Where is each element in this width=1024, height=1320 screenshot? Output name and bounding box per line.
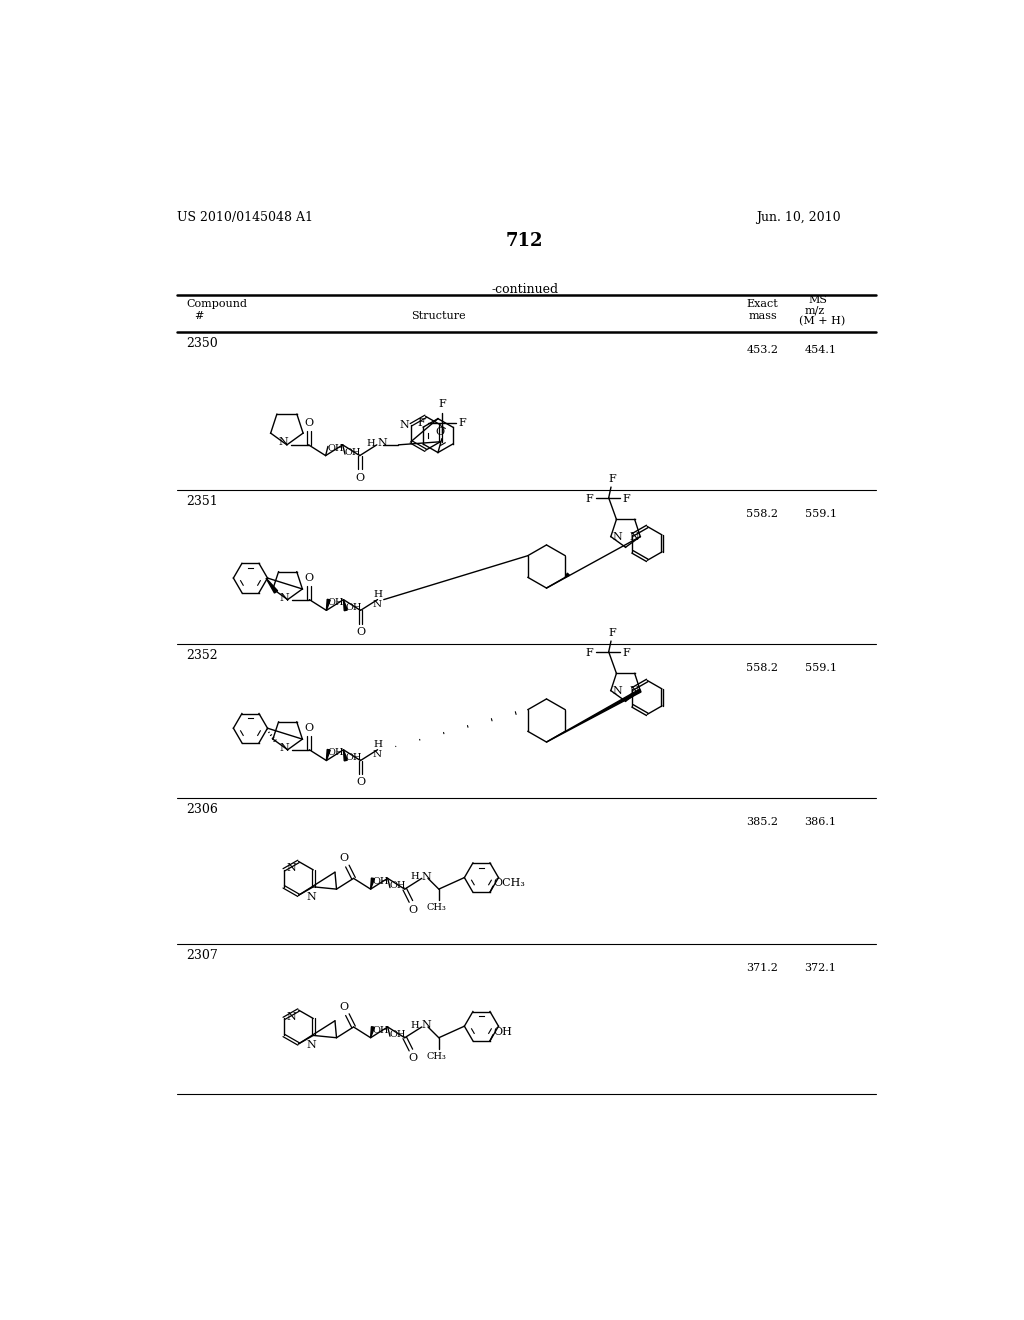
Text: Structure: Structure bbox=[411, 312, 465, 321]
Text: N: N bbox=[612, 685, 623, 696]
Polygon shape bbox=[565, 573, 569, 577]
Polygon shape bbox=[547, 689, 641, 742]
Polygon shape bbox=[343, 599, 347, 611]
Text: OH: OH bbox=[328, 748, 344, 758]
Text: O: O bbox=[408, 1053, 417, 1063]
Text: N: N bbox=[287, 1011, 296, 1022]
Text: O: O bbox=[340, 1002, 349, 1011]
Text: 558.2: 558.2 bbox=[746, 663, 778, 673]
Text: F: F bbox=[623, 495, 631, 504]
Text: O: O bbox=[356, 777, 366, 788]
Polygon shape bbox=[371, 878, 375, 890]
Text: O: O bbox=[436, 428, 444, 437]
Text: N: N bbox=[279, 437, 289, 446]
Text: OH: OH bbox=[372, 876, 389, 886]
Text: O: O bbox=[355, 473, 365, 483]
Text: CH₃: CH₃ bbox=[427, 903, 446, 912]
Text: Compound: Compound bbox=[186, 300, 247, 309]
Text: F: F bbox=[586, 495, 593, 504]
Text: -continued: -continued bbox=[492, 284, 558, 296]
Text: N: N bbox=[399, 420, 410, 430]
Text: N: N bbox=[422, 871, 431, 882]
Text: F: F bbox=[417, 418, 425, 428]
Text: 2307: 2307 bbox=[186, 949, 218, 962]
Text: N: N bbox=[378, 438, 387, 449]
Polygon shape bbox=[266, 578, 278, 593]
Text: OH: OH bbox=[389, 882, 406, 891]
Text: 372.1: 372.1 bbox=[805, 964, 837, 973]
Text: N: N bbox=[287, 863, 296, 873]
Text: N: N bbox=[629, 685, 639, 696]
Text: O: O bbox=[408, 904, 417, 915]
Text: Exact: Exact bbox=[746, 300, 778, 309]
Text: OH: OH bbox=[372, 1026, 389, 1035]
Text: OH: OH bbox=[389, 1030, 406, 1039]
Text: N: N bbox=[306, 1040, 315, 1051]
Text: F: F bbox=[586, 648, 593, 659]
Text: OH: OH bbox=[344, 447, 360, 457]
Text: F: F bbox=[608, 474, 616, 484]
Text: m/z: m/z bbox=[805, 305, 824, 315]
Text: 2352: 2352 bbox=[186, 649, 218, 661]
Text: O: O bbox=[340, 853, 349, 863]
Text: 2351: 2351 bbox=[186, 495, 218, 508]
Text: US 2010/0145048 A1: US 2010/0145048 A1 bbox=[177, 211, 312, 224]
Text: H: H bbox=[411, 873, 420, 882]
Text: H: H bbox=[411, 1020, 420, 1030]
Polygon shape bbox=[371, 1027, 375, 1038]
Text: OH: OH bbox=[345, 603, 361, 611]
Text: 558.2: 558.2 bbox=[746, 508, 778, 519]
Text: 454.1: 454.1 bbox=[805, 345, 837, 355]
Text: O: O bbox=[356, 627, 366, 638]
Text: Jun. 10, 2010: Jun. 10, 2010 bbox=[756, 211, 841, 224]
Text: F: F bbox=[608, 628, 616, 638]
Text: (M + H): (M + H) bbox=[799, 315, 846, 326]
Text: OH: OH bbox=[328, 598, 344, 607]
Text: N: N bbox=[306, 892, 315, 902]
Text: F: F bbox=[459, 418, 467, 428]
Text: CH₃: CH₃ bbox=[427, 1052, 446, 1060]
Text: 2350: 2350 bbox=[186, 337, 218, 350]
Text: N: N bbox=[280, 593, 290, 603]
Text: 371.2: 371.2 bbox=[746, 964, 778, 973]
Text: F: F bbox=[623, 648, 631, 659]
Text: 385.2: 385.2 bbox=[746, 817, 778, 826]
Polygon shape bbox=[327, 599, 331, 610]
Text: O: O bbox=[304, 418, 313, 428]
Text: #: # bbox=[194, 312, 203, 321]
Text: 386.1: 386.1 bbox=[805, 817, 837, 826]
Text: N: N bbox=[629, 532, 639, 541]
Text: OH: OH bbox=[345, 752, 361, 762]
Text: O: O bbox=[305, 723, 314, 733]
Text: F: F bbox=[438, 400, 445, 409]
Text: H
N: H N bbox=[373, 590, 382, 610]
Text: H: H bbox=[367, 438, 375, 447]
Text: OCH₃: OCH₃ bbox=[494, 878, 525, 888]
Text: MS: MS bbox=[809, 296, 827, 305]
Text: N: N bbox=[280, 743, 290, 754]
Text: N: N bbox=[612, 532, 623, 541]
Text: 453.2: 453.2 bbox=[746, 345, 778, 355]
Text: OH: OH bbox=[494, 1027, 513, 1038]
Text: 2306: 2306 bbox=[186, 803, 218, 816]
Polygon shape bbox=[343, 750, 347, 760]
Text: N: N bbox=[422, 1020, 431, 1031]
Text: OH: OH bbox=[328, 444, 344, 453]
Text: H
N: H N bbox=[373, 741, 382, 759]
Text: O: O bbox=[305, 573, 314, 582]
Text: 559.1: 559.1 bbox=[805, 663, 837, 673]
Text: 712: 712 bbox=[506, 231, 544, 249]
Text: 559.1: 559.1 bbox=[805, 508, 837, 519]
Text: mass: mass bbox=[749, 312, 777, 321]
Polygon shape bbox=[327, 750, 331, 760]
